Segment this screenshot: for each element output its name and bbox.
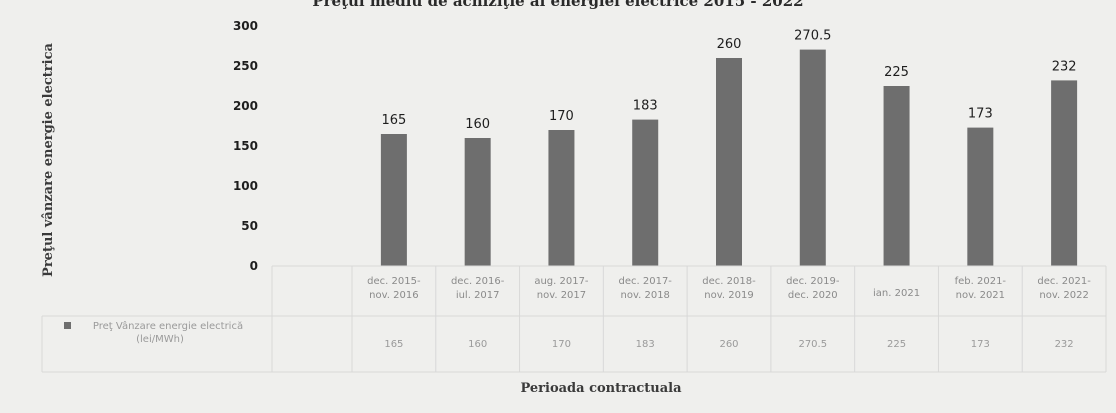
x-axis-title: Perioada contractuala: [520, 381, 682, 396]
bar: [799, 49, 826, 266]
legend-key: [64, 322, 71, 329]
x-category-label: dec. 2016-iul. 2017: [451, 276, 505, 301]
y-tick-label: 100: [233, 179, 258, 193]
plot-area: 0 50 100 150 200 250 300 165 160 170 183 260 270.5 22…: [233, 19, 1078, 273]
chart-title: Preţul mediu de achiziţie al energiei el…: [312, 0, 803, 10]
x-category-label: dec. 2019-dec. 2020: [786, 276, 840, 301]
table-value-cell: 232: [1055, 339, 1074, 350]
bar: [632, 119, 659, 266]
data-table: dec. 2015-nov. 2016 dec. 2016-iul. 2017 au…: [41, 265, 1107, 373]
bar: [1051, 80, 1078, 267]
data-label: 173: [968, 107, 993, 122]
data-label: 232: [1052, 59, 1077, 74]
y-tick-label: 0: [250, 259, 258, 273]
x-category-label: dec. 2018-nov. 2019: [702, 276, 756, 301]
bar: [548, 130, 575, 266]
y-tick-label: 300: [233, 19, 258, 33]
data-label: 270.5: [794, 29, 831, 44]
data-label: 183: [633, 99, 658, 114]
table-value-cell: 183: [636, 339, 655, 350]
bar: [883, 86, 910, 266]
x-category-label: aug. 2017-nov. 2017: [534, 276, 589, 301]
x-category-label: dec. 2015-nov. 2016: [367, 276, 421, 301]
y-tick-label: 200: [233, 99, 258, 113]
bar: [967, 127, 994, 266]
bar: [464, 138, 491, 266]
table-value-cell: 270.5: [798, 339, 827, 350]
x-category-label: feb. 2021-nov. 2021: [955, 276, 1007, 301]
x-category-label: ian. 2021: [873, 288, 920, 299]
y-axis-title: Preţul vânzare energie electrica: [41, 42, 56, 276]
table-value-cell: 165: [384, 339, 403, 350]
table-value-cell: 260: [719, 339, 738, 350]
y-tick-label: 250: [233, 59, 258, 73]
data-label: 165: [381, 113, 406, 128]
table-value-cell: 170: [552, 339, 571, 350]
table-value-cell: 225: [887, 339, 906, 350]
legend-label: Preţ Vânzare energie electrică (lei/MWh): [93, 320, 243, 345]
x-category-label: dec. 2021-nov. 2022: [1037, 276, 1091, 301]
y-tick-label: 50: [241, 219, 258, 233]
data-label: 160: [465, 117, 490, 132]
data-label: 225: [884, 65, 909, 80]
table-value-cell: 160: [468, 339, 487, 350]
y-tick-label: 150: [233, 139, 258, 153]
bar: [380, 134, 407, 266]
table-value-cell: 173: [971, 339, 990, 350]
bar: [716, 58, 742, 266]
data-label: 260: [717, 37, 742, 52]
x-category-label: dec. 2017-nov. 2018: [619, 276, 673, 301]
data-label: 170: [549, 109, 574, 124]
